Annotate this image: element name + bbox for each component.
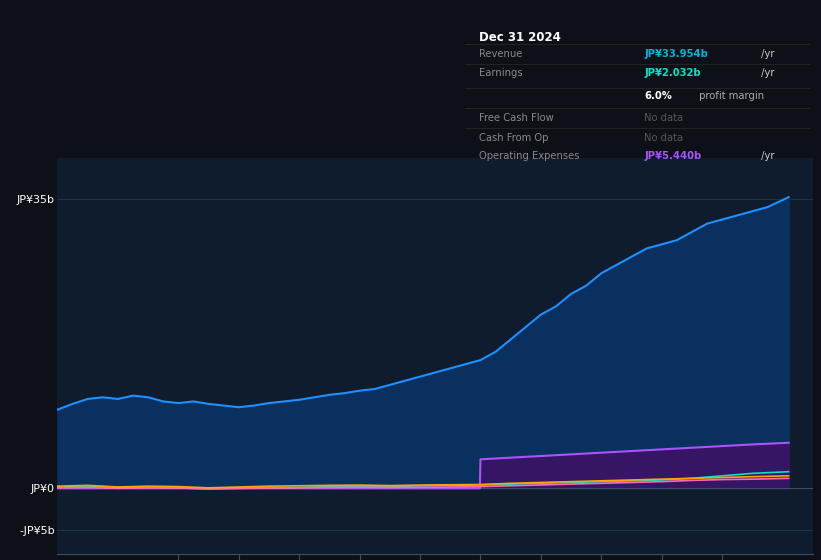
Text: JP¥5.440b: JP¥5.440b xyxy=(644,151,702,161)
Text: No data: No data xyxy=(644,133,684,143)
Text: profit margin: profit margin xyxy=(696,91,764,101)
Text: /yr: /yr xyxy=(759,68,775,78)
Text: /yr: /yr xyxy=(759,151,775,161)
Text: Earnings: Earnings xyxy=(479,68,522,78)
Text: No data: No data xyxy=(644,113,684,123)
Text: Free Cash Flow: Free Cash Flow xyxy=(479,113,553,123)
Text: Dec 31 2024: Dec 31 2024 xyxy=(479,31,561,44)
Text: JP¥33.954b: JP¥33.954b xyxy=(644,49,709,59)
Text: 6.0%: 6.0% xyxy=(644,91,672,101)
Text: Operating Expenses: Operating Expenses xyxy=(479,151,580,161)
Text: Revenue: Revenue xyxy=(479,49,522,59)
Text: JP¥2.032b: JP¥2.032b xyxy=(644,68,701,78)
Text: Cash From Op: Cash From Op xyxy=(479,133,548,143)
Text: /yr: /yr xyxy=(759,49,775,59)
